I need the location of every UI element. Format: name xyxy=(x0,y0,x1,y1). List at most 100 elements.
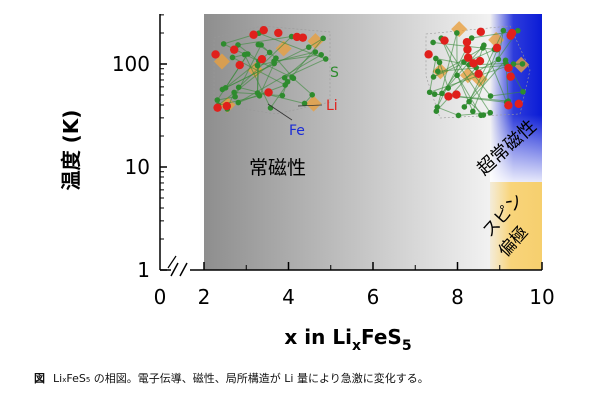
caption-fes: FeS xyxy=(66,372,86,385)
atom-li xyxy=(492,43,502,53)
li-pointer xyxy=(297,104,323,107)
atom-s xyxy=(256,92,263,99)
atom-s xyxy=(281,74,288,81)
y-ticks: 1 10 100 xyxy=(112,14,177,282)
atom-li xyxy=(504,101,513,110)
atom-s xyxy=(461,104,468,110)
region-spin-polarized xyxy=(490,182,542,270)
bond xyxy=(238,36,292,88)
atom-li xyxy=(475,56,485,66)
atom-s xyxy=(433,55,439,62)
atom-s xyxy=(431,91,438,97)
atom-s xyxy=(235,84,242,91)
atom-li xyxy=(474,69,483,79)
atom-s xyxy=(455,112,462,119)
atom-s xyxy=(480,112,487,118)
caption-li: Li xyxy=(53,372,63,385)
atom-s xyxy=(430,39,436,46)
atom-s xyxy=(254,62,261,69)
atom-s xyxy=(439,90,445,97)
bond xyxy=(222,46,310,90)
atom-s xyxy=(214,97,221,103)
atom-s xyxy=(454,30,460,36)
atom-li xyxy=(504,63,513,73)
atom-s xyxy=(426,89,433,96)
atom-s xyxy=(229,54,236,61)
x-ticks: 0 2 4 6 8 10 xyxy=(154,262,555,309)
atom-s xyxy=(279,92,286,99)
bond xyxy=(238,86,305,104)
atom-li xyxy=(440,36,449,45)
atom-s xyxy=(468,35,475,41)
atom-li xyxy=(235,60,244,70)
atom-s xyxy=(495,56,502,63)
y-tick-label: 100 xyxy=(112,52,150,76)
x-axis-title-sub2: 5 xyxy=(402,338,412,354)
atom-s xyxy=(271,60,277,67)
crystal-structure-superparamagnetic xyxy=(424,21,531,119)
caption-label: 図 xyxy=(34,372,45,385)
x-tick-label: 6 xyxy=(367,285,380,309)
y-axis-break-1 xyxy=(167,255,177,269)
bond xyxy=(237,36,292,46)
crystal-structure-paramagnetic xyxy=(211,25,331,115)
atom-li xyxy=(229,45,239,54)
atom-li xyxy=(476,27,485,37)
y-tick-label: 10 xyxy=(125,155,150,179)
bond xyxy=(483,45,508,103)
polyhedron xyxy=(247,62,264,79)
bond xyxy=(238,54,322,103)
bond xyxy=(257,51,316,67)
caption-fes-sub: 5 xyxy=(85,376,91,384)
atom-s xyxy=(235,99,242,106)
atom-s xyxy=(305,44,312,50)
atom-s xyxy=(320,35,326,42)
atom-s xyxy=(258,42,264,48)
atom-s xyxy=(220,41,227,47)
bond xyxy=(244,54,271,109)
atom-s xyxy=(445,85,452,91)
x-tick-label: 2 xyxy=(198,285,211,309)
atom-s xyxy=(312,49,319,55)
polyhedron xyxy=(488,31,505,48)
atom-li xyxy=(249,30,258,39)
bond xyxy=(472,49,498,112)
atom-label-S: S xyxy=(330,65,339,81)
x-tick-label: 4 xyxy=(282,285,295,309)
atom-li xyxy=(452,90,461,99)
atom-s xyxy=(520,88,526,95)
atom-s xyxy=(430,74,437,80)
bond xyxy=(437,106,459,116)
atom-s xyxy=(481,42,487,49)
atom-li xyxy=(213,103,222,112)
atom-s xyxy=(515,27,521,34)
bond xyxy=(463,61,491,97)
atom-s xyxy=(502,57,509,64)
x-axis-title-mid: FeS xyxy=(361,325,402,349)
atom-s xyxy=(318,51,324,58)
bond xyxy=(435,67,477,112)
bond xyxy=(429,63,514,93)
atom-li xyxy=(506,72,515,81)
caption-li-sub: x xyxy=(62,376,67,384)
atom-s xyxy=(322,56,329,62)
atom-li xyxy=(292,32,302,42)
bond xyxy=(258,32,326,60)
atom-s xyxy=(241,51,248,58)
bond xyxy=(308,37,324,48)
y-tick-label: 1 xyxy=(137,258,150,282)
bond xyxy=(463,59,506,108)
atom-s xyxy=(309,92,316,98)
atom-li xyxy=(257,54,267,64)
atom-s xyxy=(231,89,237,96)
bond xyxy=(259,63,275,96)
x-tick-label: 10 xyxy=(529,285,554,309)
x-tick-label: 8 xyxy=(451,285,464,309)
atom-s xyxy=(519,61,526,67)
atom-li xyxy=(211,50,220,59)
bond xyxy=(435,32,458,112)
atom-s xyxy=(454,72,460,79)
atom-s xyxy=(301,100,308,107)
atom-li xyxy=(222,101,232,111)
